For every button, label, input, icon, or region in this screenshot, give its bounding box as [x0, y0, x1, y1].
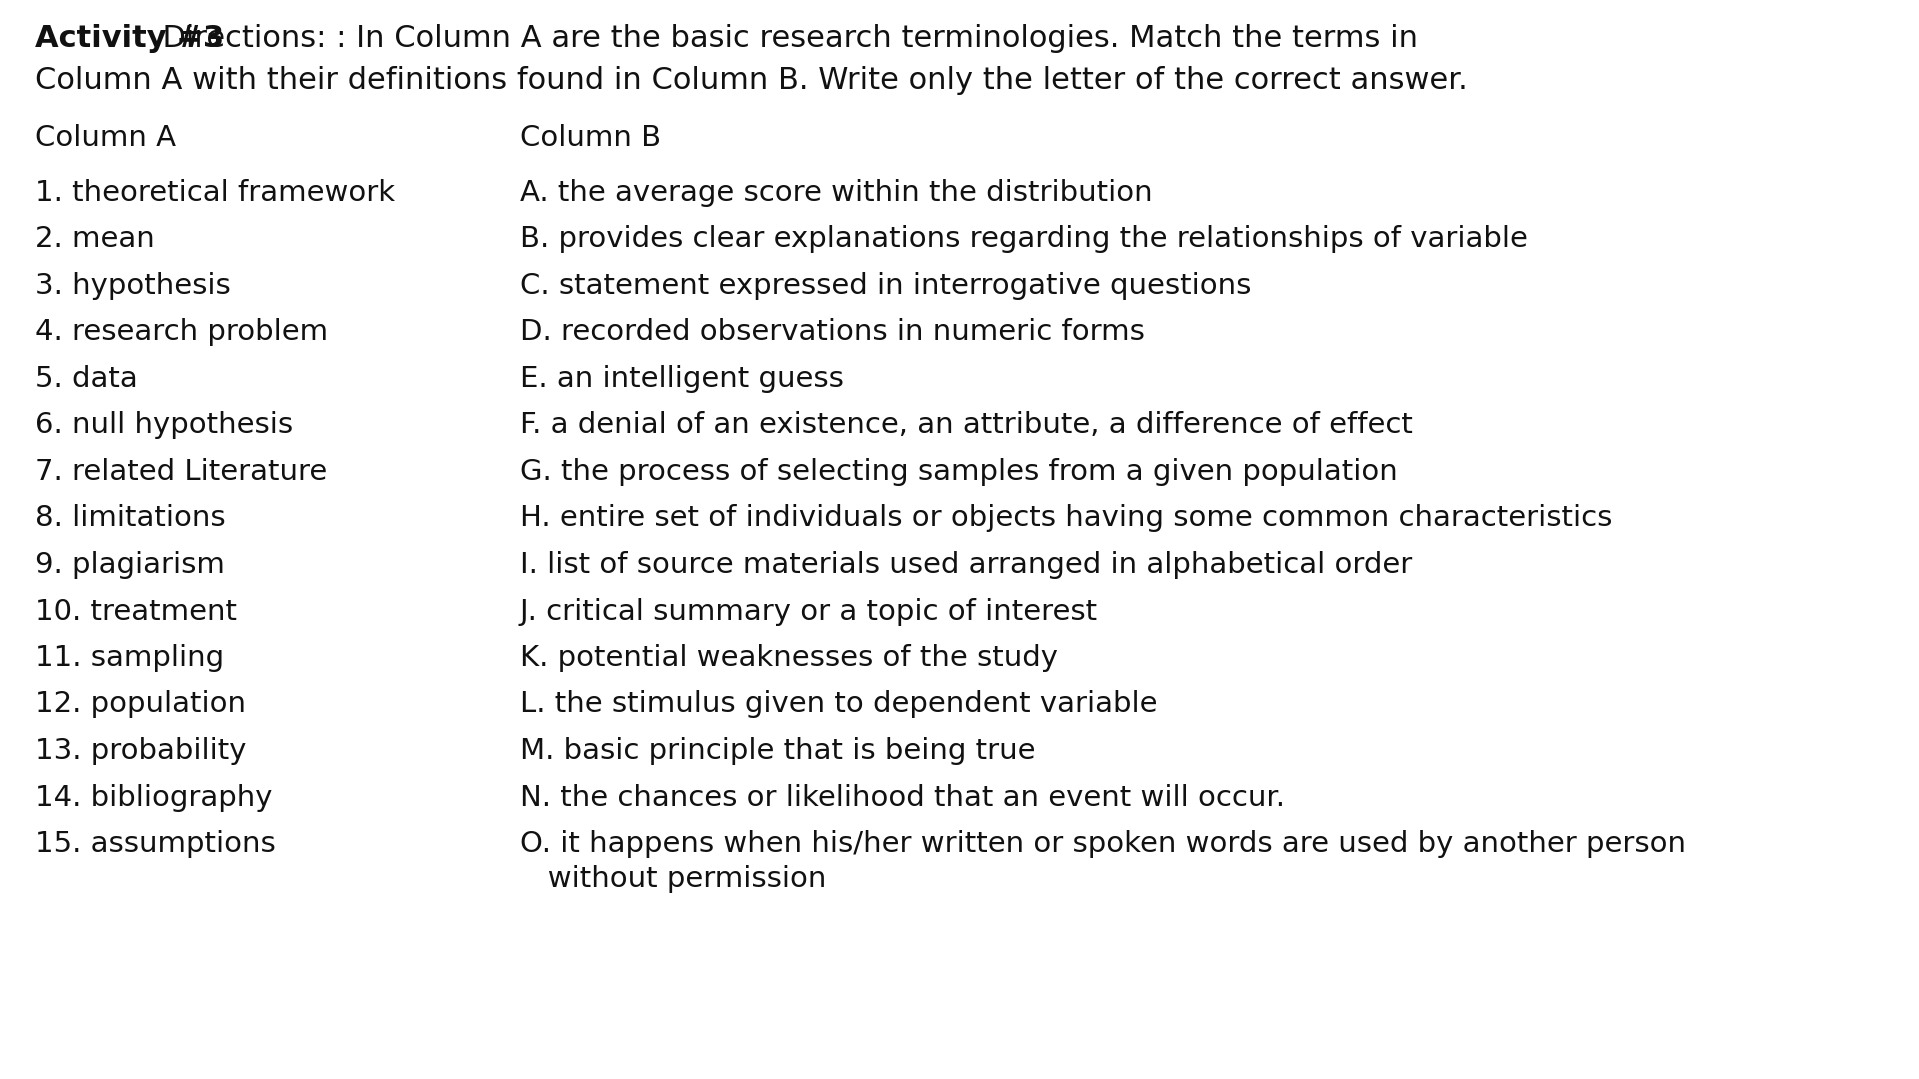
Text: Activity #3: Activity #3 [35, 24, 225, 53]
Text: N. the chances or likelihood that an event will occur.: N. the chances or likelihood that an eve… [520, 783, 1286, 811]
Text: L. the stimulus given to dependent variable: L. the stimulus given to dependent varia… [520, 691, 1157, 719]
Text: Column A: Column A [35, 124, 177, 152]
Text: G. the process of selecting samples from a given population: G. the process of selecting samples from… [520, 457, 1397, 486]
Text: 1. theoretical framework: 1. theoretical framework [35, 179, 395, 207]
Text: 12. population: 12. population [35, 691, 246, 719]
Text: O. it happens when his/her written or spoken words are used by another person
  : O. it happens when his/her written or sp… [520, 830, 1687, 892]
Text: K. potential weaknesses of the study: K. potential weaknesses of the study [520, 644, 1057, 672]
Text: Column A with their definitions found in Column B. Write only the letter of the : Column A with their definitions found in… [35, 66, 1468, 95]
Text: Directions: : In Column A are the basic research terminologies. Match the terms : Directions: : In Column A are the basic … [144, 24, 1418, 53]
Text: 5. data: 5. data [35, 365, 138, 393]
Text: 3. hypothesis: 3. hypothesis [35, 272, 230, 300]
Text: 14. bibliography: 14. bibliography [35, 783, 272, 811]
Text: E. an intelligent guess: E. an intelligent guess [520, 365, 844, 393]
Text: I. list of source materials used arranged in alphabetical order: I. list of source materials used arrange… [520, 551, 1412, 579]
Text: H. entire set of individuals or objects having some common characteristics: H. entire set of individuals or objects … [520, 505, 1612, 533]
Text: 4. research problem: 4. research problem [35, 318, 328, 346]
Text: A. the average score within the distribution: A. the average score within the distribu… [520, 179, 1153, 207]
Text: 10. treatment: 10. treatment [35, 598, 238, 626]
Text: 2. mean: 2. mean [35, 226, 155, 254]
Text: F. a denial of an existence, an attribute, a difference of effect: F. a denial of an existence, an attribut… [520, 411, 1412, 439]
Text: 11. sampling: 11. sampling [35, 644, 225, 672]
Text: C. statement expressed in interrogative questions: C. statement expressed in interrogative … [520, 272, 1251, 300]
Text: 13. probability: 13. probability [35, 737, 246, 765]
Text: 9. plagiarism: 9. plagiarism [35, 551, 225, 579]
Text: 7. related Literature: 7. related Literature [35, 457, 328, 486]
Text: D. recorded observations in numeric forms: D. recorded observations in numeric form… [520, 318, 1146, 346]
Text: B. provides clear explanations regarding the relationships of variable: B. provides clear explanations regarding… [520, 226, 1528, 254]
Text: Column B: Column B [520, 124, 662, 152]
Text: 15. assumptions: 15. assumptions [35, 830, 276, 858]
Text: 8. limitations: 8. limitations [35, 505, 226, 533]
Text: J. critical summary or a topic of interest: J. critical summary or a topic of intere… [520, 598, 1098, 626]
Text: 6. null hypothesis: 6. null hypothesis [35, 411, 294, 439]
Text: M. basic principle that is being true: M. basic principle that is being true [520, 737, 1036, 765]
